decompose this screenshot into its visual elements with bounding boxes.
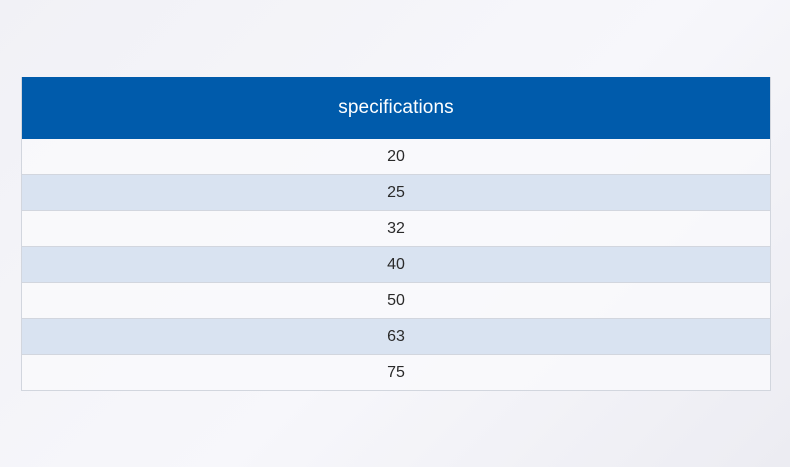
table-cell: 25	[22, 174, 770, 211]
specifications-table: specifications 20 25 32 40 50 63 75	[22, 77, 770, 390]
table-cell: 63	[22, 318, 770, 355]
table-cell: 40	[22, 246, 770, 283]
table-header: specifications	[22, 77, 770, 139]
table-cell: 50	[22, 282, 770, 319]
table-cell: 32	[22, 210, 770, 247]
table-cell: 20	[22, 139, 770, 175]
table-body: 20 25 32 40 50 63 75	[22, 139, 770, 390]
table-row: 32	[22, 210, 770, 247]
column-header-specifications: specifications	[22, 77, 770, 139]
table-row: 75	[22, 354, 770, 390]
table-row: 50	[22, 282, 770, 319]
table-cell: 75	[22, 354, 770, 390]
table-row: 20	[22, 139, 770, 175]
table-header-row: specifications	[22, 77, 770, 139]
specifications-table-container: specifications 20 25 32 40 50 63 75	[21, 77, 771, 391]
table-row: 25	[22, 174, 770, 211]
table-row: 63	[22, 318, 770, 355]
table-row: 40	[22, 246, 770, 283]
